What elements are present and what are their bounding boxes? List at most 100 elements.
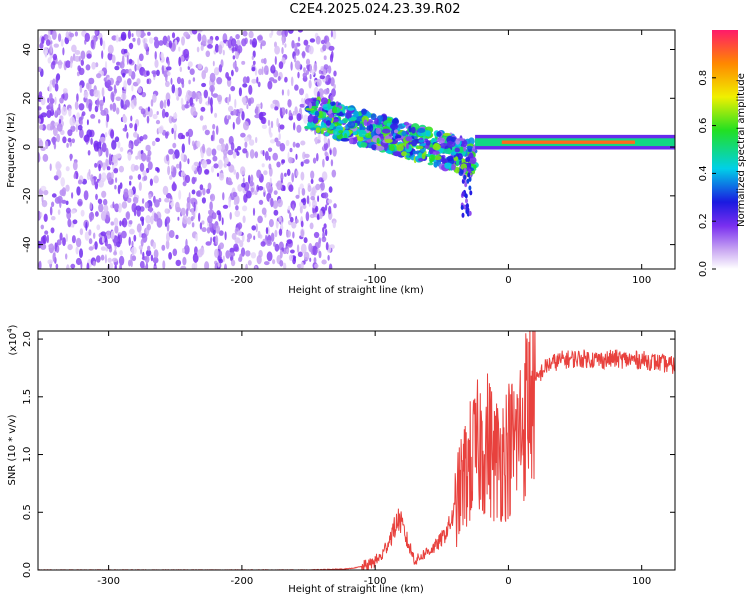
- band-cell: [432, 143, 441, 151]
- noise-cell: [301, 97, 304, 104]
- noise-cell: [168, 252, 173, 260]
- noise-cell: [323, 136, 327, 144]
- noise-cell: [213, 67, 220, 76]
- noise-cell: [216, 77, 223, 85]
- noise-cell: [180, 97, 184, 106]
- noise-cell: [114, 184, 117, 190]
- noise-cell: [166, 71, 171, 76]
- noise-cell: [113, 168, 119, 174]
- noise-cell: [232, 191, 238, 197]
- noise-cell: [149, 178, 153, 186]
- noise-cell: [316, 78, 322, 87]
- noise-cell: [158, 197, 162, 203]
- noise-cell: [303, 237, 308, 244]
- noise-cell: [180, 207, 186, 216]
- noise-cell: [234, 98, 237, 109]
- noise-cell: [218, 258, 223, 264]
- noise-cell: [45, 39, 51, 46]
- noise-cell: [249, 39, 253, 45]
- noise-cell: [128, 220, 133, 225]
- noise-cell: [43, 46, 49, 56]
- noise-cell: [145, 167, 150, 174]
- noise-cell: [137, 174, 142, 180]
- noise-cell: [41, 36, 45, 45]
- band-cell: [436, 131, 442, 137]
- band-cell: [305, 107, 315, 111]
- noise-cell: [101, 50, 104, 60]
- noise-cell: [202, 143, 205, 154]
- noise-cell: [213, 163, 219, 169]
- band-cell: [425, 130, 431, 137]
- noise-cell: [101, 190, 107, 198]
- band-cell: [338, 120, 345, 124]
- noise-cell: [48, 244, 54, 248]
- noise-cell: [247, 98, 252, 107]
- noise-cell: [136, 223, 142, 233]
- noise-cell: [242, 76, 248, 84]
- noise-cell: [162, 185, 169, 196]
- noise-cell: [197, 249, 203, 258]
- noise-cell: [107, 257, 112, 263]
- noise-cell: [119, 263, 122, 269]
- noise-cell: [185, 131, 189, 137]
- noise-cell: [208, 210, 212, 215]
- noise-cell: [143, 38, 146, 49]
- noise-cell: [95, 255, 101, 263]
- noise-cell: [88, 102, 92, 112]
- noise-cell: [272, 152, 279, 161]
- noise-cell: [88, 77, 95, 85]
- colorbar-tick-label: 0.4: [698, 165, 709, 181]
- noise-cell: [276, 117, 279, 128]
- noise-cell: [245, 250, 251, 257]
- noise-cell: [83, 134, 90, 143]
- noise-cell: [159, 100, 164, 110]
- snr-y-scale-note: (x104): [6, 324, 19, 355]
- noise-cell: [330, 30, 333, 38]
- noise-cell: [235, 171, 240, 180]
- noise-cell: [247, 233, 252, 240]
- noise-cell: [123, 188, 129, 198]
- noise-cell: [324, 151, 328, 157]
- noise-cell: [111, 140, 117, 150]
- noise-cell: [243, 136, 250, 142]
- y-tick-label: 40: [22, 43, 33, 56]
- noise-cell: [62, 88, 68, 94]
- band-cell: [332, 106, 338, 114]
- noise-cell: [84, 231, 90, 241]
- noise-cell: [241, 233, 245, 242]
- noise-cell: [182, 256, 187, 266]
- band-cell: [347, 107, 355, 111]
- noise-cell: [117, 202, 122, 213]
- noise-cell: [293, 122, 296, 131]
- band-cell: [378, 118, 383, 123]
- noise-cell: [318, 177, 324, 183]
- noise-cell: [187, 128, 194, 138]
- noise-cell: [101, 172, 107, 182]
- noise-cell: [43, 189, 49, 196]
- noise-cell: [328, 205, 332, 215]
- noise-cell: [267, 80, 273, 90]
- noise-cell: [122, 115, 128, 123]
- noise-cell: [172, 248, 178, 257]
- y-tick-label: 1.0: [22, 447, 33, 463]
- noise-cell: [66, 264, 70, 269]
- noise-cell: [105, 147, 109, 158]
- noise-cell: [98, 163, 101, 172]
- noise-cell: [206, 188, 211, 194]
- noise-cell: [203, 124, 207, 130]
- noise-cell: [69, 153, 72, 162]
- noise-cell: [198, 161, 201, 169]
- noise-cell: [270, 232, 275, 242]
- noise-cell: [287, 89, 290, 97]
- noise-cell: [52, 53, 58, 61]
- noise-cell: [209, 201, 213, 211]
- noise-cell: [67, 218, 72, 228]
- noise-cell: [177, 216, 180, 221]
- noise-cell: [234, 66, 239, 73]
- band-cell: [442, 132, 451, 136]
- noise-cell: [67, 137, 72, 143]
- noise-cell: [305, 58, 311, 66]
- noise-cell: [88, 238, 93, 245]
- noise-cell: [197, 32, 202, 42]
- noise-cell: [225, 157, 229, 165]
